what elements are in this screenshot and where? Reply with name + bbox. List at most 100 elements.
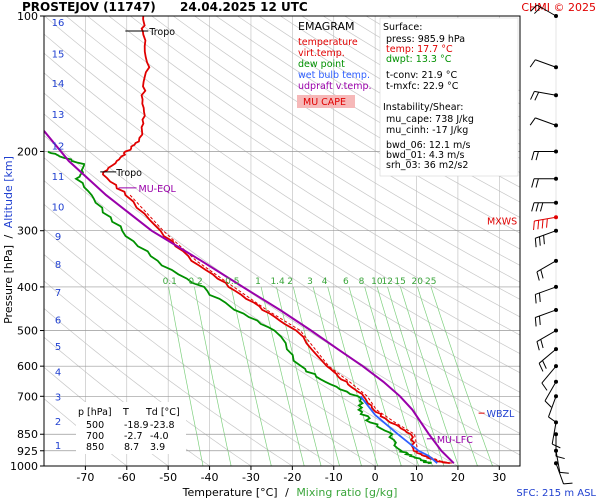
pressure-tick-label: 600 <box>17 360 38 373</box>
series-dew-point <box>47 150 432 465</box>
surface-tmxfc: t-mxfc: 22.9 °C <box>386 81 459 92</box>
srh-03-value: srh_03: 36 m2/s2 <box>386 160 468 171</box>
y-axis-pressure-label: Pressure [hPa] <box>2 245 15 324</box>
mixing-ratio-tick-label: 0.2 <box>188 277 202 287</box>
wind-barb-flag <box>534 6 542 14</box>
mixing-ratio-tick-label: 1 <box>255 277 261 287</box>
altitude-label: 13 <box>52 110 65 121</box>
wind-barb-dot <box>554 123 558 128</box>
y-axis-altitude-label: Altitude [km] <box>2 156 15 228</box>
mixing-ratio-tick-label: 20 <box>411 277 423 287</box>
x-axis-mix-label: Mixing ratio [g/kg] <box>296 486 397 499</box>
mu-cape-value: mu_cape: 738 J/kg <box>386 114 474 125</box>
wind-barb-flag <box>538 292 541 302</box>
dry-adiabat <box>172 16 520 234</box>
wind-barb-flag <box>540 269 544 279</box>
altitude-label: 12 <box>52 142 65 153</box>
bwd-01-value: bwd_01: 4.3 m/s <box>386 150 464 161</box>
y-axis-title: Pressure [hPa] / Altitude [km] <box>2 156 15 324</box>
wind-barb-dot <box>554 215 558 220</box>
dry-adiabat <box>44 33 520 355</box>
table-cell: -18.9 <box>124 420 149 431</box>
wind-barb-flag <box>538 236 541 246</box>
wind-barb <box>538 348 557 364</box>
wind-barb <box>544 381 557 402</box>
wind-barb <box>535 59 557 68</box>
wind-barb-flag <box>534 238 537 248</box>
wind-barb-flag <box>533 220 535 231</box>
altitude-label: 10 <box>52 202 65 213</box>
wind-barb <box>555 463 564 485</box>
wind-barb <box>536 260 557 273</box>
wind-barb-flag <box>534 91 540 101</box>
mixing-ratio-tick-label: 15 <box>394 277 405 287</box>
table-header-td: Td [°C] <box>145 407 180 418</box>
altitude-label: 4 <box>55 368 61 379</box>
pressure-tick-label: 200 <box>17 145 38 158</box>
table-cell: 8.7 <box>124 442 139 453</box>
wind-barb-dot <box>554 364 558 369</box>
table-cell: -2.7 <box>124 431 143 442</box>
surface-title: Surface: <box>383 22 422 33</box>
temperature-tick-label: -50 <box>159 471 177 484</box>
table-cell: 700 <box>86 431 104 442</box>
mixing-ratio-tick-label: 12 <box>381 277 392 287</box>
table-cell: -23.8 <box>150 420 175 431</box>
legend-updraft: udpraft v.temp. <box>298 81 372 92</box>
wind-barb-dot <box>554 448 558 453</box>
altitude-label: 14 <box>52 79 65 90</box>
table-cell: 850 <box>86 442 104 453</box>
wind-barb-flag <box>531 151 535 161</box>
wind-barb-dot <box>554 149 558 154</box>
wind-barb-flag <box>535 151 539 161</box>
wind-barb-flag <box>546 218 548 228</box>
wind-barb-flag <box>530 4 538 12</box>
surface-temp: temp: 17.7 °C <box>386 44 453 55</box>
table-cell: -4.0 <box>150 431 169 442</box>
temperature-tick-label: -10 <box>325 471 343 484</box>
dry-adiabat <box>44 52 520 374</box>
temperature-tick-label: 30 <box>492 471 506 484</box>
x-axis-temp-label: Temperature [°C] <box>182 486 278 499</box>
dry-adiabat <box>130 16 520 266</box>
wind-barb-dot <box>554 14 558 18</box>
pressure-tick-label: 850 <box>17 428 38 441</box>
wbzl-label: WBZL <box>487 409 515 420</box>
wind-barb-dot <box>554 432 558 437</box>
legend-title: EMAGRAM <box>298 20 355 33</box>
dry-adiabat <box>215 16 520 203</box>
x-axis-sep: / <box>285 486 289 499</box>
plot-frame <box>43 15 521 467</box>
wind-barb-flag <box>543 235 545 245</box>
pressure-tick-label: 925 <box>17 445 38 458</box>
wind-barb-dot <box>554 347 558 352</box>
mixing-ratio-tick-label: 10 <box>371 277 383 287</box>
legend-virt-temp: virt.temp. <box>298 48 345 59</box>
mu-cinh-value: mu_cinh: -17 J/kg <box>386 125 468 136</box>
mixing-ratio-tick-label: 1.4 <box>270 277 285 287</box>
altitude-label: 3 <box>55 393 61 404</box>
wind-barb-dot <box>554 328 558 333</box>
wind-barb-dot <box>554 420 558 425</box>
wind-barb-flag <box>536 341 540 351</box>
wind-barb-flag <box>540 339 544 349</box>
wind-barb-dot <box>554 461 558 466</box>
dry-adiabat <box>44 113 520 434</box>
wind-barb-dot <box>554 93 558 98</box>
shear-title: Instability/Shear: <box>383 102 463 113</box>
wind-barb-flag <box>530 91 535 100</box>
series-temperature <box>102 16 450 465</box>
dry-adiabat <box>44 16 520 336</box>
dry-adiabat <box>151 16 520 250</box>
wind-barb <box>541 365 557 384</box>
wind-barb-dot <box>554 228 558 233</box>
altitude-label: 16 <box>52 18 65 29</box>
surface-info-box: Surface: press: 985.9 hPa temp: 17.7 °C … <box>379 17 519 177</box>
mu-cape-swatch <box>297 95 355 108</box>
wind-barb-flag <box>563 482 573 485</box>
wind-barb-flag <box>542 360 547 369</box>
sfc-height: SFC: 215 m ASL <box>516 488 596 499</box>
